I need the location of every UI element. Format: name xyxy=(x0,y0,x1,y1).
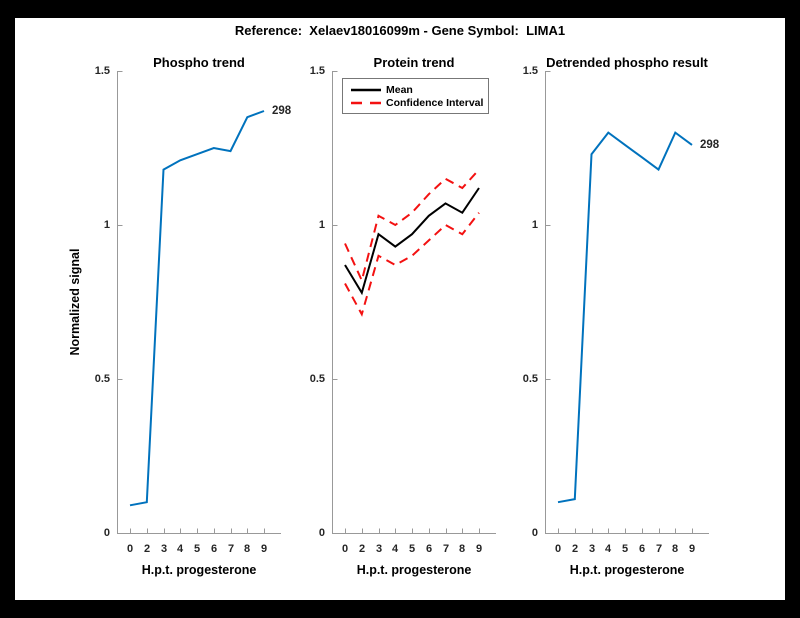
x-tick-label: 0 xyxy=(126,543,134,555)
y-tick-label: 1 xyxy=(103,219,110,231)
series-line-phospho-signal xyxy=(129,110,265,507)
y-axis-label: Normalized signal xyxy=(68,248,82,356)
x-tick-label: 5 xyxy=(193,543,201,555)
x-tick-label: 2 xyxy=(358,543,366,555)
x-tick-label: 7 xyxy=(442,543,450,555)
legend-box: Mean Confidence Interval xyxy=(342,78,489,114)
x-tick-label: 3 xyxy=(375,543,383,555)
legend-label-confidence-interval: Confidence Interval xyxy=(386,96,484,109)
figure-title: Reference: Xelaev18016099m - Gene Symbol… xyxy=(234,23,566,38)
endpoint-annotation-detrended: 298 xyxy=(700,138,720,151)
x-tick-label: 4 xyxy=(176,543,184,555)
series-line-confidence-upper xyxy=(344,168,480,284)
y-tick-label: 0.5 xyxy=(309,373,325,385)
legend-label-mean: Mean xyxy=(386,83,413,96)
y-tick-label: 0.5 xyxy=(522,373,538,385)
x-tick-label: 8 xyxy=(671,543,679,555)
subplot-title-protein: Protein trend xyxy=(373,55,455,70)
x-tick-label: 2 xyxy=(143,543,151,555)
x-tick-label: 7 xyxy=(655,543,663,555)
y-tick-label: 0 xyxy=(318,527,325,539)
x-axis-label-phospho: H.p.t. progesterone xyxy=(141,563,257,577)
x-tick-label: 2 xyxy=(571,543,579,555)
x-tick-label: 6 xyxy=(638,543,646,555)
x-tick-label: 7 xyxy=(227,543,235,555)
x-axis-label-detrended: H.p.t. progesterone xyxy=(569,563,685,577)
legend-entry-mean: Mean xyxy=(351,83,488,96)
x-tick-label: 4 xyxy=(391,543,399,555)
y-tick-label: 0.5 xyxy=(94,373,110,385)
x-tick-label: 0 xyxy=(341,543,349,555)
x-tick-label: 5 xyxy=(408,543,416,555)
endpoint-annotation-phospho: 298 xyxy=(272,105,292,118)
subplot-title-detrended: Detrended phospho result xyxy=(546,55,708,70)
series-line-mean xyxy=(344,187,480,296)
x-tick-label: 4 xyxy=(604,543,612,555)
x-tick-label: 5 xyxy=(621,543,629,555)
y-tick-label: 1 xyxy=(531,219,538,231)
x-tick-label: 8 xyxy=(243,543,251,555)
mean-line-sample-icon xyxy=(351,88,381,91)
y-tick-label: 1.5 xyxy=(522,65,538,77)
x-axis-label-protein: H.p.t. progesterone xyxy=(356,563,472,577)
x-tick-label: 9 xyxy=(475,543,483,555)
x-tick-label: 3 xyxy=(160,543,168,555)
y-tick-label: 0 xyxy=(531,527,538,539)
subplot-title-phospho: Phospho trend xyxy=(153,55,245,70)
x-tick-label: 9 xyxy=(688,543,696,555)
series-line-detrended-signal xyxy=(557,131,693,504)
legend-entry-confidence-interval: Confidence Interval xyxy=(351,96,488,109)
y-tick-label: 1.5 xyxy=(309,65,325,77)
x-tick-label: 3 xyxy=(588,543,596,555)
y-tick-label: 1 xyxy=(318,219,325,231)
plot-area xyxy=(117,71,709,534)
x-tick-label: 0 xyxy=(554,543,562,555)
series-line-confidence-lower xyxy=(344,212,480,317)
x-tick-label: 9 xyxy=(260,543,268,555)
x-tick-label: 6 xyxy=(210,543,218,555)
y-tick-label: 1.5 xyxy=(94,65,110,77)
confidence-interval-line-sample-icon xyxy=(351,101,381,104)
x-tick-label: 6 xyxy=(425,543,433,555)
x-tick-label: 8 xyxy=(458,543,466,555)
figure-canvas: Reference: Xelaev18016099m - Gene Symbol… xyxy=(15,18,785,600)
y-tick-label: 0 xyxy=(103,527,110,539)
